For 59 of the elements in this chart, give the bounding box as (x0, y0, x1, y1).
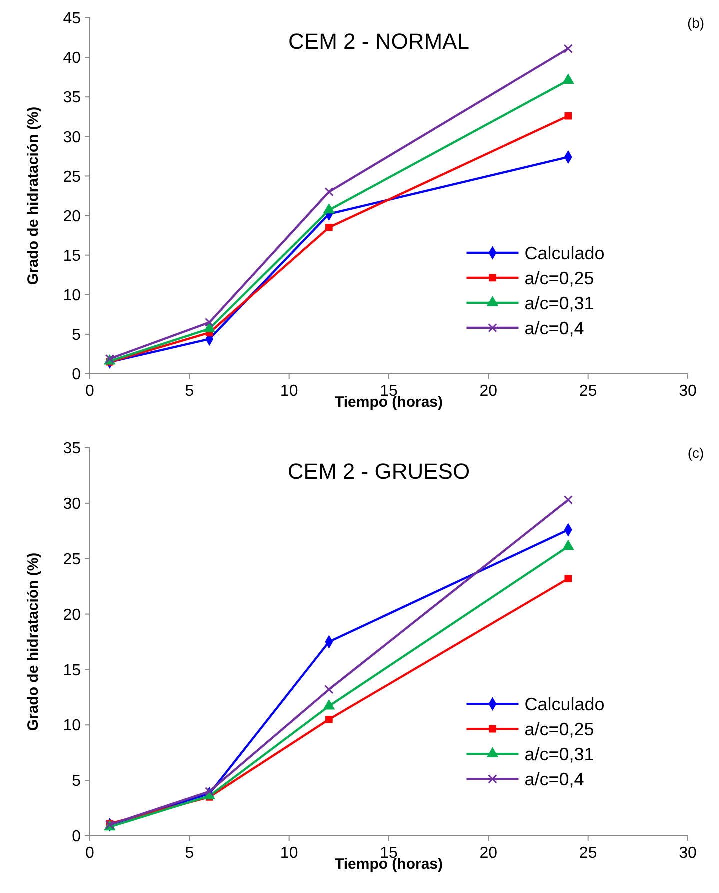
y-tick-label: 30 (63, 129, 82, 146)
x-tick-label: 25 (579, 845, 598, 862)
legend-label: a/c=0,4 (524, 769, 584, 790)
y-tick-label: 25 (63, 168, 82, 186)
point (562, 540, 574, 550)
legend-label: a/c=0,31 (524, 293, 594, 314)
y-tick-label: 0 (72, 366, 82, 384)
y-tick-label: 5 (72, 327, 82, 344)
x-tick-label: 0 (86, 845, 95, 862)
point (204, 322, 216, 332)
legend-label: a/c=0,4 (524, 318, 584, 338)
x-tick-label: 10 (280, 845, 298, 862)
point (324, 204, 335, 214)
y-axis-title: Grado de hidratación (%) (25, 106, 42, 286)
legend-label: a/c=0,25 (524, 719, 594, 740)
text: CEM 2 - GRUESO (288, 459, 470, 484)
x-tick-label: 5 (185, 383, 194, 400)
legend-label: Calculado (524, 694, 605, 714)
text: CEM 2 - NORMAL (288, 29, 470, 54)
y-tick-label: 20 (63, 606, 82, 624)
x-tick-label: 10 (280, 383, 298, 400)
legend-label: a/c=0,31 (524, 744, 594, 764)
y-tick-label: 30 (63, 496, 82, 514)
y-tick-label: 15 (63, 662, 82, 680)
y-tick-label: 40 (63, 50, 82, 68)
point (324, 187, 334, 197)
x-tick-label: 0 (86, 383, 95, 400)
annotation: (b) (687, 15, 705, 31)
y-tick-label: 15 (63, 248, 82, 265)
point (324, 685, 334, 694)
y-tick-label: 35 (63, 90, 82, 107)
point (326, 716, 333, 724)
point (324, 700, 335, 710)
point (564, 44, 573, 54)
legend-label: Calculado (524, 243, 605, 264)
y-tick-label: 5 (72, 773, 82, 790)
point (326, 224, 333, 232)
x-tick-label: 20 (480, 383, 498, 400)
point (562, 74, 574, 84)
point (205, 787, 214, 796)
x-tick-label: 5 (185, 845, 194, 862)
annotation: (c) (688, 445, 704, 461)
point (205, 318, 214, 328)
x-tick-label: 25 (579, 383, 598, 400)
y-tick-label: 25 (63, 551, 82, 568)
x-tick-label: 30 (679, 845, 697, 862)
y-tick-label: 10 (63, 287, 82, 304)
point (564, 112, 572, 120)
legend-label: a/c=0,25 (524, 268, 594, 288)
y-tick-label: 20 (63, 208, 82, 226)
y-axis-title: Grado de hidratación (%) (25, 552, 42, 732)
point (564, 496, 573, 505)
y-tick-label: 35 (63, 440, 82, 458)
x-tick-label: 20 (480, 845, 498, 862)
y-tick-label: 10 (63, 718, 82, 735)
y-tick-label: 45 (63, 10, 82, 28)
point (564, 575, 572, 582)
x-tick-label: 30 (679, 383, 697, 400)
y-tick-label: 0 (72, 828, 82, 846)
